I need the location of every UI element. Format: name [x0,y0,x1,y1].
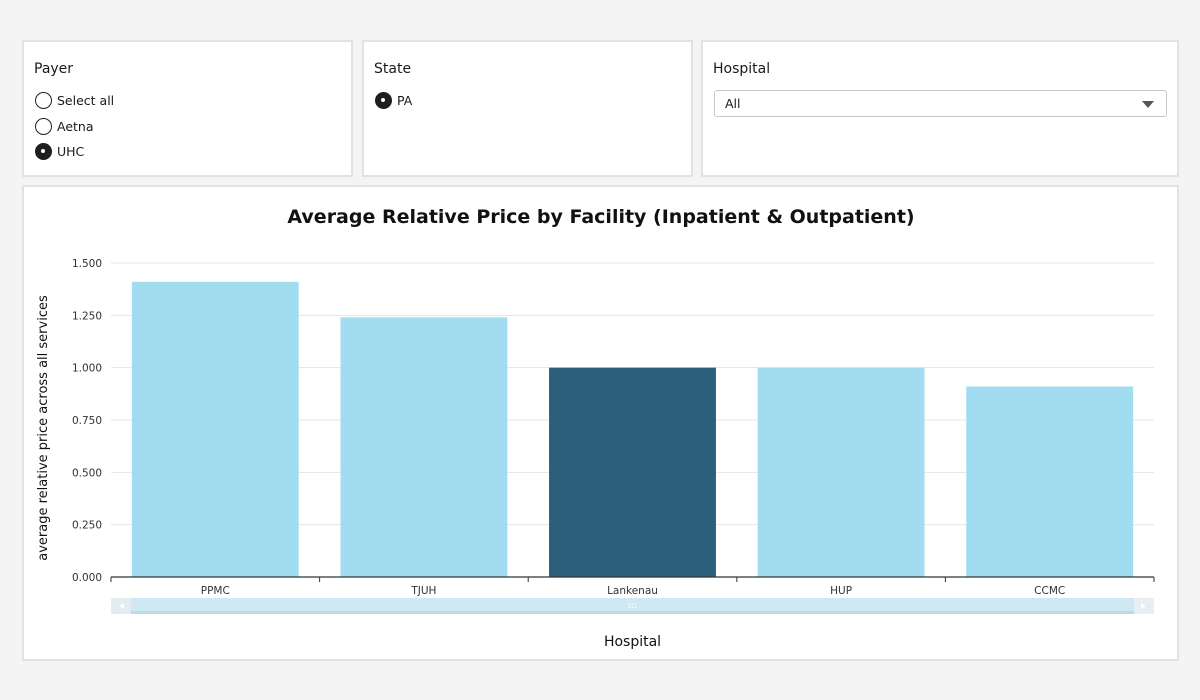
hospital-filter-title: Hospital [713,61,771,77]
payer-option-select-all[interactable]: Select all [35,90,114,110]
x-tick-label: PPMC [201,585,230,597]
payer-option-uhc[interactable]: UHC [35,141,84,161]
bar-ccmc [966,386,1134,577]
bar-ppmc [131,281,299,577]
x-tick-label: CCMC [1034,585,1065,597]
x-tick-label: Lankenau [607,585,658,597]
x-axis-label: Hospital [604,634,661,650]
y-tick-label: 0.500 [72,467,102,479]
chart-panel: Average Relative Price by Facility (Inpa… [22,185,1179,661]
state-option-pa[interactable]: PA [375,90,412,110]
grip-handle-icon [634,606,637,608]
hospital-dropdown-value: All [725,96,741,111]
bar-chart: Average Relative Price by Facility (Inpa… [36,206,1155,650]
hospital-filter-panel: Hospital All [701,40,1179,177]
payer-filter-panel: Payer Select all Aetna UHC [22,40,353,177]
y-tick-label: 0.000 [72,572,102,584]
chart-title: Average Relative Price by Facility (Inpa… [287,206,914,228]
chevron-right-icon [1141,603,1146,609]
payer-radio-select-all[interactable] [35,91,52,109]
bar-lankenau [549,367,716,577]
payer-filter-title: Payer [34,61,74,77]
y-tick-label: 0.250 [72,520,102,532]
chart-scrollbar-thumb [131,598,1134,614]
y-axis-label: average relative price across all servic… [36,295,51,561]
payer-option-label: UHC [57,143,85,159]
y-tick-label: 1.250 [72,310,102,322]
bar-tjuh [340,317,508,577]
hospital-dropdown[interactable]: All [714,90,1167,117]
chevron-left-icon [119,603,124,609]
state-filter-panel: State PA [362,40,693,177]
grip-handle-icon [631,603,634,605]
x-tick-label: TJUH [410,585,436,597]
y-tick-label: 1.500 [72,258,102,270]
chart-scrollbar-edge [131,611,1134,614]
state-radio-pa[interactable] [375,91,392,109]
state-filter-title: State [374,61,412,77]
y-tick-label: 1.000 [72,363,102,375]
payer-radio-uhc[interactable] [35,142,52,160]
y-tick-label: 0.750 [72,415,102,427]
state-option-label: PA [397,92,413,108]
grip-handle-icon [628,606,631,608]
grip-handle-icon [631,606,634,608]
chevron-down-icon[interactable] [1142,101,1154,108]
payer-radio-aetna[interactable] [35,117,52,135]
payer-option-label: Aetna [57,118,94,134]
grip-handle-icon [628,603,631,605]
grip-handle-icon [634,603,637,605]
bar-hup [757,367,925,577]
payer-option-aetna[interactable]: Aetna [35,116,94,136]
x-tick-label: HUP [830,585,852,597]
payer-option-label: Select all [57,92,115,108]
